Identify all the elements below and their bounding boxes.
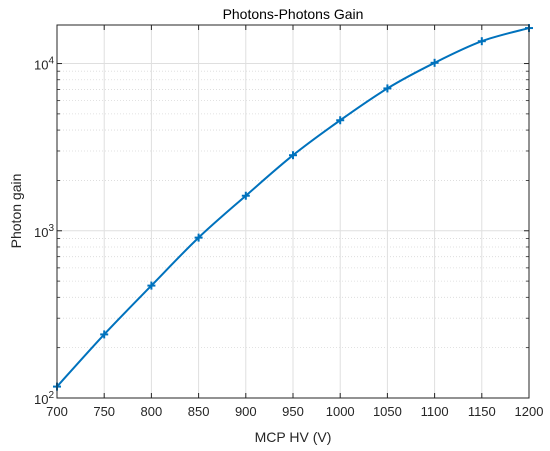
x-tick-label: 950	[282, 404, 304, 419]
axes-box	[56, 24, 530, 399]
x-tick-label: 1100	[421, 404, 449, 419]
x-tick-label: 750	[93, 404, 115, 419]
y-tick-label: 103	[34, 223, 54, 240]
x-tick-label: 1200	[515, 404, 544, 419]
x-axis-label: MCP HV (V)	[255, 429, 332, 445]
x-tick-label: 850	[188, 404, 210, 419]
data-point-marker	[477, 37, 486, 46]
data-point-marker	[194, 233, 203, 242]
x-tick-label: 800	[141, 404, 163, 419]
data-point-marker	[289, 151, 297, 160]
data-point-marker	[147, 281, 156, 290]
chart-title: Photons-Photons Gain	[223, 6, 364, 22]
y-tick-label: 104	[34, 56, 54, 73]
y-axis-label: Photon gain	[8, 174, 24, 249]
axes-layer	[56, 24, 530, 399]
y-tick-label: 102	[34, 390, 54, 407]
data-point-marker	[383, 84, 392, 93]
x-tick-label: 900	[235, 404, 257, 419]
data-point-marker	[430, 58, 439, 67]
data-point-marker	[100, 330, 109, 339]
tick-label-layer: 700 750 800 850 900 950 1000 1050 1100 1150 1200 10…	[34, 56, 543, 419]
series-line	[56, 27, 530, 388]
data-point-marker	[336, 116, 345, 125]
x-tick-label: 1050	[373, 404, 402, 419]
x-tick-label: 1000	[326, 404, 355, 419]
data-point-marker	[241, 191, 250, 200]
x-tick-label: 1150	[468, 404, 496, 419]
x-tick-label: 700	[46, 404, 68, 419]
